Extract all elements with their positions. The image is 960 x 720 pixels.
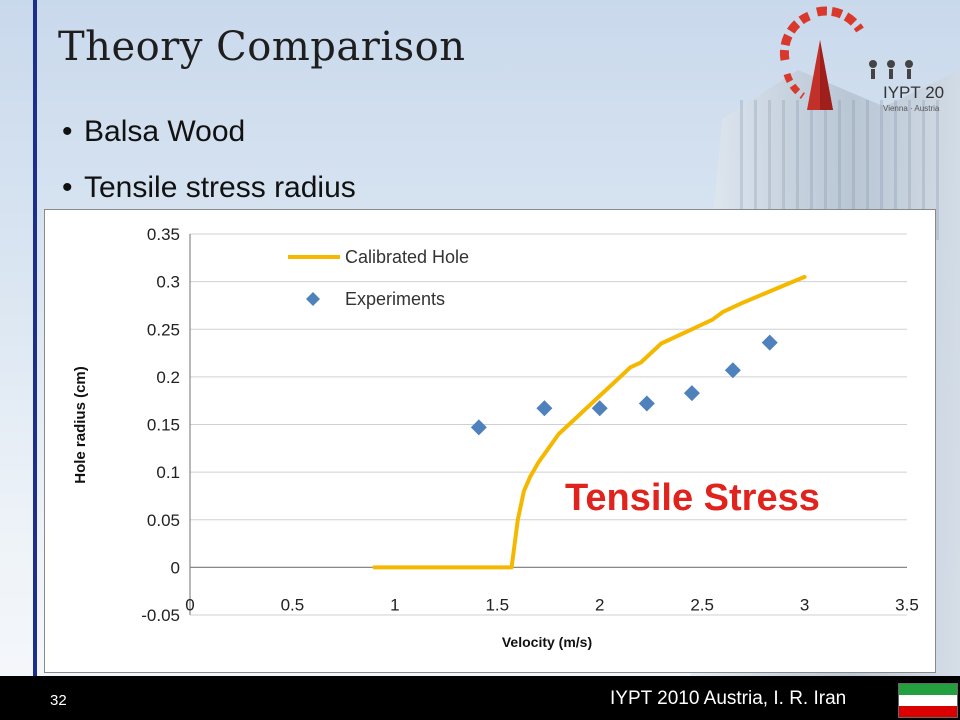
logo-ring: [779, 6, 864, 99]
data-point-experiment: [761, 334, 778, 351]
x-tick-label: 0: [185, 595, 194, 614]
x-axis-title: Velocity (m/s): [502, 634, 592, 650]
data-point-experiment: [536, 400, 553, 417]
data-point-experiment: [591, 400, 608, 417]
bullet-item: • Tensile stress radius: [62, 160, 356, 216]
data-point-experiment: [724, 362, 741, 379]
footer-bar: [0, 676, 960, 720]
x-tick-label: 2.5: [690, 595, 714, 614]
y-axis-title: Hole radius (cm): [72, 366, 89, 484]
flag-stripe-green: [899, 684, 957, 695]
legend-label: Calibrated Hole: [345, 247, 469, 267]
legend-swatch-marker: [306, 292, 320, 306]
y-tick-label: 0.15: [147, 416, 180, 435]
legend-label: Experiments: [345, 289, 445, 309]
bullet-text: Balsa Wood: [84, 115, 246, 148]
data-point-experiment: [683, 385, 700, 402]
data-point-experiment: [470, 419, 487, 436]
data-point-experiment: [638, 395, 655, 412]
logo-name: IYPT 2010: [883, 83, 945, 102]
y-tick-label: 0.35: [147, 225, 180, 244]
chart-area: -0.05 0 0.05 0.1 0.15 0.2 0.25 0.3 0.35 0 0.5 1 1.5 2…: [44, 209, 936, 673]
footer-text: IYPT 2010 Austria, I. R. Iran: [610, 688, 847, 709]
iran-flag-icon: [898, 683, 958, 718]
x-tick-label: 1: [390, 595, 399, 614]
flag-stripe-red: [899, 705, 957, 717]
bullet-list: • Balsa Wood • Tensile stress radius: [62, 104, 356, 216]
left-accent-rule: [33, 0, 37, 676]
x-tick-label: 1.5: [485, 595, 509, 614]
y-tick-label: 0.1: [156, 463, 180, 482]
page-number: 32: [50, 692, 67, 709]
y-tick-label: 0.05: [147, 511, 180, 530]
x-tick-label: 3: [800, 595, 809, 614]
bullet-marker: •: [62, 115, 73, 148]
iypt-logo: IYPT 2010 Vienna · Austria: [779, 6, 945, 113]
y-tick-label: 0.2: [156, 368, 180, 387]
x-tick-label: 0.5: [281, 595, 305, 614]
flag-stripe-white: [899, 694, 957, 706]
bullet-text: Tensile stress radius: [84, 171, 356, 204]
bullet-marker: •: [62, 171, 73, 204]
logo-subtitle: Vienna · Austria: [883, 104, 940, 113]
bullet-item: • Balsa Wood: [62, 104, 356, 160]
y-tick-label: 0.25: [147, 320, 180, 339]
logo-figures: [869, 60, 913, 79]
y-tick-label: -0.05: [141, 606, 180, 625]
x-tick-label: 3.5: [895, 595, 919, 614]
series-line-calibrated-hole: [372, 274, 807, 570]
chart: -0.05 0 0.05 0.1 0.15 0.2 0.25 0.3 0.35 0 0.5 1 1.5 2…: [72, 225, 919, 650]
y-tick-label: 0: [171, 558, 180, 577]
slide-title: Theory Comparison: [58, 24, 466, 70]
x-tick-label: 2: [595, 595, 604, 614]
annotation-tensile-stress: Tensile Stress: [565, 477, 820, 519]
y-tick-label: 0.3: [156, 273, 180, 292]
